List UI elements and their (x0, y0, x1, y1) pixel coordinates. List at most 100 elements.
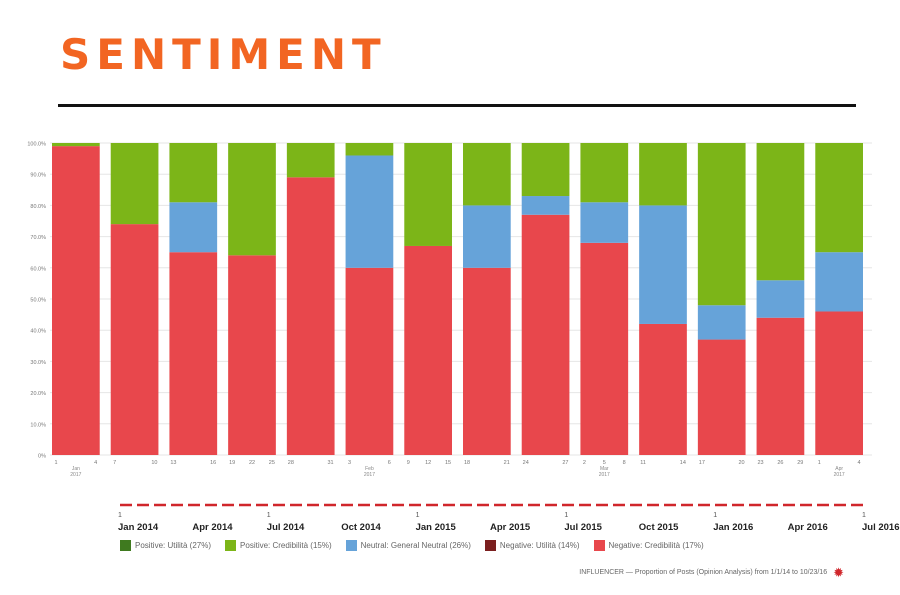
x-tick-label: 5 (603, 460, 606, 466)
bar-segment (697, 143, 746, 306)
bar-segment (463, 267, 511, 455)
bar-segment (639, 205, 687, 324)
x-tick-label: 11 (640, 460, 646, 466)
legend: Positive: Utilità (27%) Positive: Credibi… (120, 540, 704, 551)
legend-swatch (345, 540, 357, 551)
y-tick-label: 0% (38, 454, 46, 460)
timeline-label: Jan 2016 (713, 522, 753, 533)
x-year-note: 2017 (364, 472, 375, 478)
y-tick-label: 90.0% (30, 173, 46, 179)
bar-segment (815, 311, 863, 455)
y-tick-label: 60.0% (30, 266, 46, 272)
legend-label: Positive: Utilità (27%) (135, 541, 212, 550)
y-tick-label: 100.0% (27, 142, 46, 148)
timeline-label: Jul 2016 (862, 522, 900, 533)
y-tick-label: 40.0% (30, 329, 46, 335)
bar-segment (521, 214, 570, 455)
timeline-label: Oct 2014 (341, 522, 381, 533)
y-tick-label: 20.0% (30, 391, 46, 397)
x-month-note: Feb (365, 466, 374, 472)
x-tick-label: 16 (210, 460, 216, 466)
bar-segment (52, 143, 100, 147)
bar-segment (697, 339, 746, 455)
x-tick-label: 19 (229, 460, 235, 466)
x-tick-label: 24 (523, 460, 529, 466)
timeline-day-marker: 1 (713, 512, 717, 519)
x-tick-label: 1 (54, 460, 57, 466)
bar-segment (521, 196, 570, 215)
x-tick-label: 26 (777, 460, 783, 466)
legend-label: Positive: Credibilità (15%) (240, 541, 332, 550)
x-tick-label: 20 (739, 460, 745, 466)
bar-segment (228, 255, 276, 455)
legend-item[interactable]: Negative: Credibilità (17%) (593, 540, 704, 551)
x-tick-label: 14 (680, 460, 686, 466)
bar-segment (580, 202, 629, 243)
x-tick-label: 31 (328, 460, 334, 466)
bar-segment (52, 146, 100, 455)
x-tick-label: 22 (249, 460, 255, 466)
legend-item[interactable]: Positive: Credibilità (15%) (225, 540, 332, 551)
bar-segment (345, 267, 394, 455)
x-tick-label: 18 (464, 460, 470, 466)
x-tick-label: 13 (170, 460, 176, 466)
gear-icon[interactable]: ✹ (833, 565, 844, 580)
bar-segment (228, 143, 276, 256)
bar-segment (286, 143, 335, 178)
x-tick-label: 9 (407, 460, 410, 466)
bar-segment (286, 177, 335, 455)
bar-segment (756, 317, 805, 455)
x-tick-label: 2 (583, 460, 586, 466)
x-tick-label: 12 (425, 460, 431, 466)
x-tick-label: 4 (857, 460, 860, 466)
bar-segment (345, 143, 394, 156)
bar-segment (697, 305, 746, 340)
x-tick-label: 21 (504, 460, 510, 466)
timeline-label: Jan 2014 (118, 522, 159, 533)
x-tick-label: 28 (288, 460, 294, 466)
bar-segment (639, 143, 687, 206)
bar-segment (815, 252, 863, 312)
footer-text: INFLUENCER — Proportion of Posts (Opinio… (579, 569, 828, 576)
legend-label: Neutral: General Neutral (26%) (360, 541, 471, 550)
bar-segment (580, 143, 629, 203)
bar-segment (169, 252, 218, 455)
x-tick-label: 25 (269, 460, 275, 466)
x-year-note: 2017 (834, 472, 845, 478)
timeline-day-marker: 1 (118, 512, 122, 519)
bar-segment (169, 202, 218, 253)
x-tick-label: 8 (623, 460, 626, 466)
x-tick-label: 29 (797, 460, 803, 466)
x-tick-label: 10 (151, 460, 157, 466)
x-tick-label: 4 (94, 460, 97, 466)
bar-segment (463, 143, 511, 206)
legend-swatch (120, 540, 131, 551)
legend-swatch (484, 540, 496, 551)
bar-segment (110, 143, 159, 225)
x-tick-label: 17 (699, 460, 705, 466)
legend-item[interactable]: Neutral: General Neutral (26%) (345, 540, 471, 551)
bar-segment (521, 143, 570, 197)
title-divider (58, 104, 856, 107)
legend-swatch (225, 540, 237, 551)
timeline-label: Apr 2014 (192, 522, 233, 533)
legend-label: Negative: Credibilità (17%) (608, 541, 704, 550)
y-tick-label: 50.0% (30, 298, 46, 304)
page-title: SENTIMENT (60, 30, 387, 79)
legend-item[interactable]: Negative: Utilità (14%) (484, 540, 580, 551)
legend-swatch (593, 540, 605, 551)
timeline-label: Apr 2015 (490, 522, 531, 533)
x-tick-label: 3 (348, 460, 351, 466)
bar-segment (404, 143, 452, 246)
legend-item[interactable]: Positive: Utilità (27%) (120, 540, 211, 551)
y-tick-label: 10.0% (30, 422, 46, 428)
x-tick-label: 7 (113, 460, 116, 466)
x-tick-label: 23 (758, 460, 764, 466)
bar-segment (110, 224, 159, 455)
bar-segment (169, 143, 218, 203)
y-tick-label: 80.0% (30, 204, 46, 210)
timeline-label: Jul 2015 (564, 522, 602, 533)
bar-segment (404, 245, 452, 455)
x-tick-label: 15 (445, 460, 451, 466)
bar-segment (639, 323, 687, 455)
